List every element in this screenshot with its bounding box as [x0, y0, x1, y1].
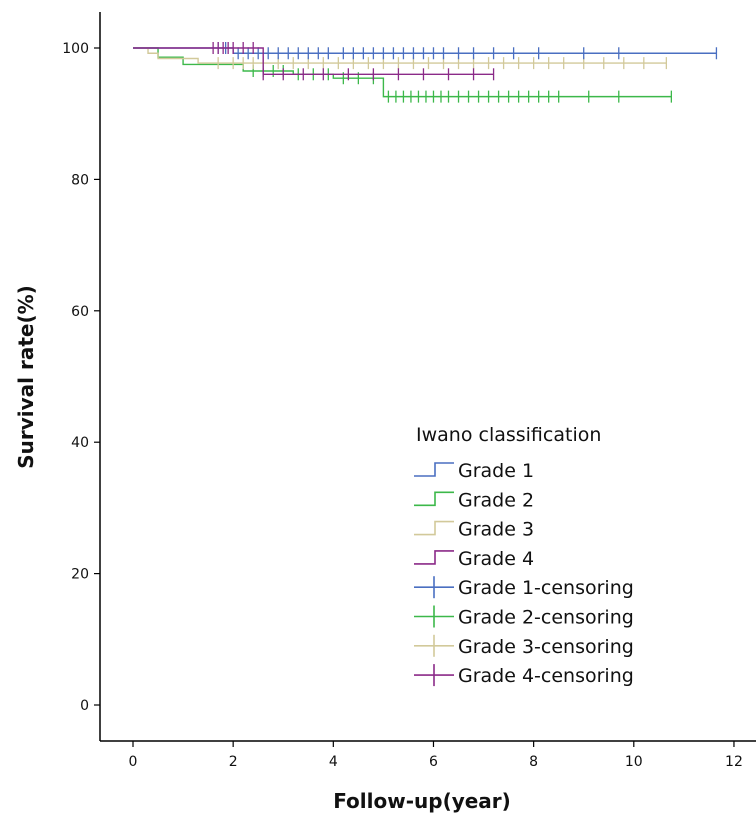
- series-grade-3: [133, 47, 668, 70]
- survival-line-grade-3: [133, 47, 667, 64]
- y-tick-label-40: 40: [71, 435, 89, 451]
- legend-label-5: Grade 1-censoring: [458, 577, 634, 599]
- legend-label-8: Grade 4-censoring: [458, 665, 634, 687]
- legend-step-symbol: [414, 491, 454, 507]
- x-tick-label-10: 10: [625, 754, 643, 770]
- survival-line-grade-2: [133, 47, 672, 98]
- x-tick-label-4: 4: [329, 754, 338, 770]
- legend-entry-5: Grade 1-censoring: [414, 576, 634, 599]
- x-axis-title: Follow-up(year): [333, 789, 511, 813]
- legend-step-symbol: [414, 462, 454, 477]
- legend-label-1: Grade 1: [458, 460, 534, 482]
- legend-label-4: Grade 4: [458, 548, 534, 570]
- x-tick-label-8: 8: [529, 754, 538, 770]
- y-tick-label-60: 60: [71, 304, 89, 320]
- series-grade-2: [133, 47, 673, 103]
- plot-area: [133, 42, 718, 103]
- legend-entry-3: Grade 3: [414, 519, 534, 541]
- legend-label-3: Grade 3: [458, 519, 534, 541]
- series-grade-4: [133, 42, 495, 81]
- y-tick-label-80: 80: [71, 172, 89, 188]
- legend-entry-4: Grade 4: [414, 548, 534, 570]
- legend-step-symbol: [414, 520, 454, 536]
- y-tick-label-0: 0: [80, 698, 89, 714]
- plot-frame: [99, 12, 756, 742]
- legend-entry-1: Grade 1: [414, 460, 534, 482]
- x-tick-label-2: 2: [229, 754, 238, 770]
- legend-title: Iwano classification: [416, 424, 601, 446]
- x-tick-label-0: 0: [129, 754, 138, 770]
- x-tick-label-12: 12: [725, 754, 743, 770]
- legend-label-6: Grade 2-censoring: [458, 607, 634, 629]
- y-tick-label-20: 20: [71, 567, 89, 583]
- axis-ticks: 0 2 4 6 8 10 12 0 20 40 60 80 100: [62, 41, 743, 770]
- legend-entry-8: Grade 4-censoring: [414, 664, 634, 687]
- legend-entry-6: Grade 2-censoring: [414, 605, 634, 629]
- legend-label-7: Grade 3-censoring: [458, 636, 634, 658]
- survival-line-grade-1: [133, 47, 717, 54]
- legend-label-2: Grade 2: [458, 489, 534, 511]
- y-axis-title: Survival rate(%): [14, 285, 38, 469]
- legend-step-symbol: [414, 550, 454, 565]
- x-tick-label-6: 6: [429, 754, 438, 770]
- legend-entry-7: Grade 3-censoring: [414, 634, 634, 658]
- y-tick-label-100: 100: [62, 41, 89, 57]
- series-grade-1: [133, 42, 718, 60]
- survival-line-grade-4: [133, 47, 494, 75]
- legend-entry-2: Grade 2: [414, 489, 534, 511]
- legend-entries: Grade 1 Grade 2 Grade 3 Grade 4 Grade 1-cens…: [414, 460, 634, 687]
